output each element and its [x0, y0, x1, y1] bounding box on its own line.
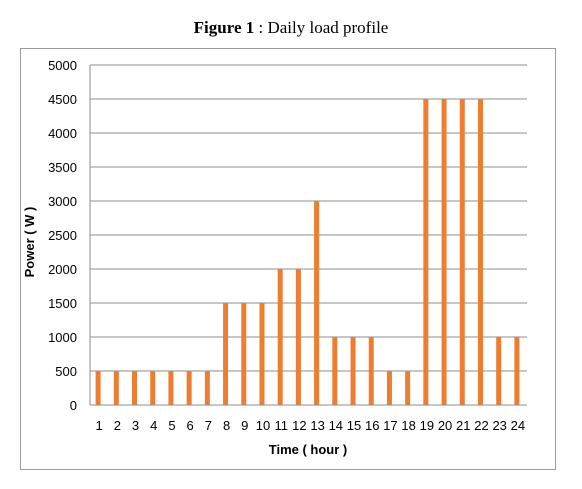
- x-tick-label: 1: [95, 418, 102, 433]
- bar: [332, 337, 338, 405]
- y-tick-label: 5000: [48, 58, 77, 73]
- bar: [423, 99, 429, 405]
- x-tick-label: 9: [241, 418, 248, 433]
- bar: [295, 269, 301, 405]
- bar: [514, 337, 520, 405]
- bar: [223, 303, 229, 405]
- y-axis-title: Power ( W ): [22, 207, 37, 278]
- y-tick-label: 2000: [48, 262, 77, 277]
- bars: [95, 99, 520, 405]
- x-tick-label: 11: [274, 418, 288, 433]
- y-tick-label: 500: [55, 364, 77, 379]
- x-tick-label: 19: [420, 418, 434, 433]
- y-tick-label: 2500: [48, 228, 77, 243]
- bar: [204, 371, 210, 405]
- bar: [350, 337, 356, 405]
- x-tick-label: 14: [329, 418, 343, 433]
- bar: [186, 371, 192, 405]
- x-axis-title: Time ( hour ): [269, 442, 347, 457]
- x-tick-label: 2: [114, 418, 121, 433]
- x-tick-label: 10: [256, 418, 270, 433]
- x-tick-label: 13: [310, 418, 324, 433]
- bar: [386, 371, 392, 405]
- bar: [314, 201, 320, 405]
- bar: [477, 99, 483, 405]
- x-tick-label: 12: [292, 418, 306, 433]
- y-tick-label: 1500: [48, 296, 77, 311]
- x-tick-label: 6: [187, 418, 194, 433]
- y-tick-label: 3500: [48, 160, 77, 175]
- y-tick-label: 4500: [48, 92, 77, 107]
- x-tick-label: 4: [150, 418, 157, 433]
- x-tick-label: 23: [492, 418, 506, 433]
- x-tick-label: 7: [205, 418, 212, 433]
- axes: 0 500 1000 1500 2000 2500 3000 3500 4000 4500 5000…: [48, 58, 527, 433]
- bar: [150, 371, 156, 405]
- x-tick-label: 8: [223, 418, 230, 433]
- y-tick-label: 4000: [48, 126, 77, 141]
- y-tick-label: 3000: [48, 194, 77, 209]
- y-tick-label: 0: [70, 398, 77, 413]
- x-tick-label: 16: [365, 418, 379, 433]
- figure-label: Figure 1: [193, 18, 255, 37]
- x-tick-label: 15: [347, 418, 361, 433]
- y-tick-label: 1000: [48, 330, 77, 345]
- bar: [496, 337, 502, 405]
- x-tick-label: 3: [132, 418, 139, 433]
- chart-frame: [20, 48, 556, 470]
- bar: [459, 99, 465, 405]
- x-tick-label: 18: [401, 418, 415, 433]
- x-tick-label: 21: [456, 418, 470, 433]
- bar: [277, 269, 283, 405]
- bar: [405, 371, 411, 405]
- bar: [132, 371, 138, 405]
- x-tick-label: 22: [474, 418, 488, 433]
- bar: [259, 303, 265, 405]
- figure-separator: :: [254, 18, 268, 37]
- gridlines: [90, 64, 527, 372]
- x-tick-label: 17: [383, 418, 397, 433]
- bar: [168, 371, 174, 405]
- bar: [368, 337, 374, 405]
- figure-title: Figure 1 : Daily load profile: [0, 18, 582, 38]
- bar: [95, 371, 101, 405]
- x-tick-label: 20: [438, 418, 452, 433]
- bar: [441, 99, 447, 405]
- figure-caption: Daily load profile: [267, 18, 389, 37]
- bar: [241, 303, 247, 405]
- x-tick-label: 24: [511, 418, 525, 433]
- x-tick-label: 5: [168, 418, 175, 433]
- bar: [113, 371, 119, 405]
